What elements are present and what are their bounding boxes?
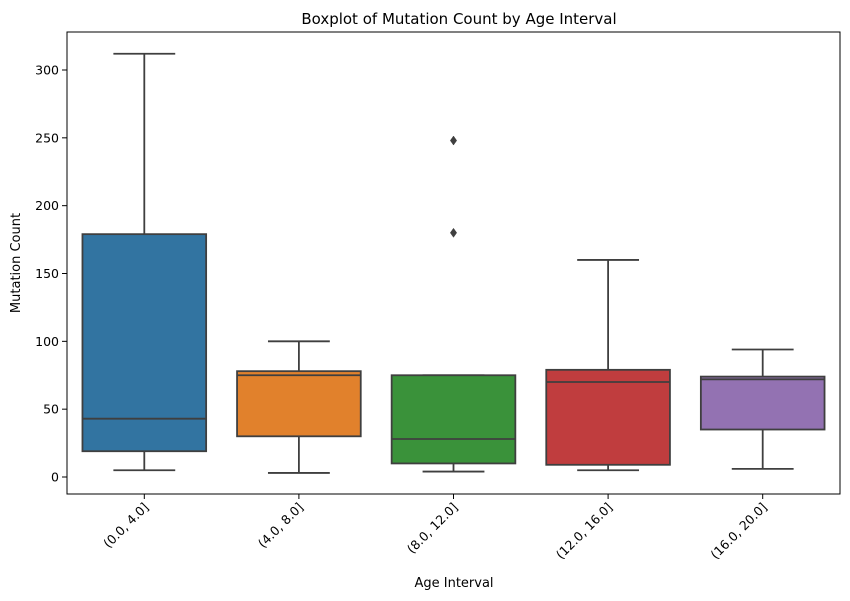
y-tick-label: 200 xyxy=(35,198,59,213)
x-tick-label: (12.0, 16.0] xyxy=(553,500,615,562)
box-4 xyxy=(545,259,671,472)
box-iqr xyxy=(81,233,208,453)
y-tick-label: 50 xyxy=(43,402,59,417)
y-tick-label: 250 xyxy=(35,130,59,145)
x-axis: (0.0, 4.0] (4.0, 8.0] (8.0, 12.0] (12.0, 16… xyxy=(100,494,770,562)
outlier-point xyxy=(449,135,458,146)
y-tick-label: 100 xyxy=(35,334,59,349)
box-iqr xyxy=(545,368,671,466)
x-tick-label: (4.0, 8.0] xyxy=(255,500,306,551)
chart-title: Boxplot of Mutation Count by Age Interva… xyxy=(301,10,616,28)
box-1 xyxy=(81,52,208,472)
box-iqr xyxy=(390,374,517,465)
y-axis: 0 50 100 150 200 250 300 xyxy=(35,63,67,485)
y-tick-label: 150 xyxy=(35,266,59,281)
box-iqr xyxy=(236,370,362,438)
x-axis-label: Age Interval xyxy=(414,576,493,591)
box-2 xyxy=(236,340,362,474)
y-tick-label: 300 xyxy=(35,63,59,78)
outlier-point xyxy=(449,227,458,238)
box-iqr xyxy=(699,375,826,431)
box-5 xyxy=(699,348,826,470)
box-3 xyxy=(390,135,517,473)
x-tick-label: (16.0, 20.0] xyxy=(707,500,769,562)
x-tick-label: (0.0, 4.0] xyxy=(100,500,151,551)
y-axis-label: Mutation Count xyxy=(9,213,24,313)
x-tick-label: (8.0, 12.0] xyxy=(404,500,461,557)
plot-area xyxy=(81,52,826,474)
y-tick-label: 0 xyxy=(51,470,59,485)
